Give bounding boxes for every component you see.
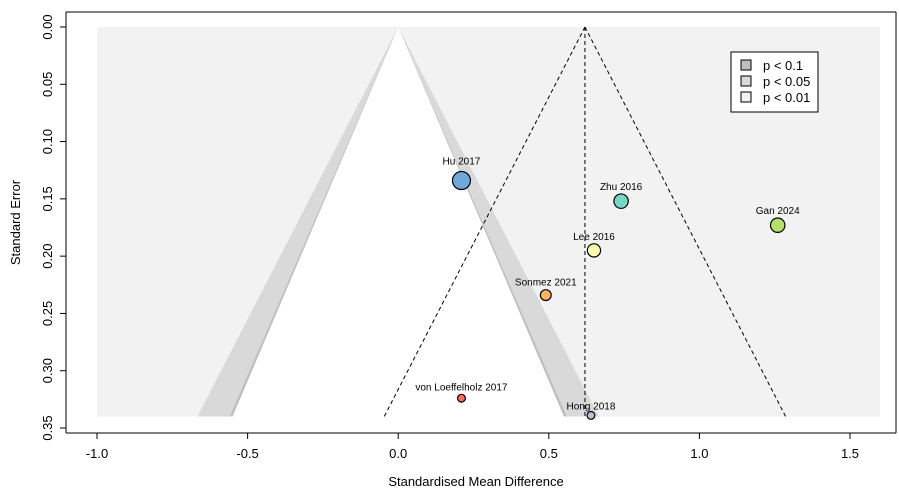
significance-contours	[197, 27, 599, 417]
y-tick-label: 0.15	[40, 186, 55, 211]
legend-label: p < 0.1	[763, 58, 803, 73]
y-tick-label: 0.10	[40, 129, 55, 154]
funnel-left-line	[383, 26, 586, 417]
legend-label: p < 0.01	[763, 90, 810, 105]
study-label: Hu 2017	[443, 157, 481, 168]
y-tick-label: 0.25	[40, 301, 55, 326]
x-tick-label: 1.0	[690, 446, 708, 461]
legend: p < 0.1p < 0.05p < 0.01	[730, 51, 819, 113]
study-point	[586, 243, 602, 258]
legend-swatch	[740, 75, 752, 87]
study-label: Lee 2016	[573, 232, 615, 243]
y-tick-label: 0.35	[40, 415, 55, 440]
legend-label: p < 0.05	[763, 74, 810, 89]
x-axis-label: Standardised Mean Difference	[388, 474, 563, 488]
contour-region-nonsignificant	[232, 27, 564, 417]
study-point	[613, 193, 629, 209]
study-label: von Loeffelholz 2017	[415, 382, 508, 393]
y-tick-label: 0.20	[40, 243, 55, 268]
x-tick-label: -1.0	[86, 446, 108, 461]
funnel-right-line	[584, 26, 787, 417]
study-label: Zhu 2016	[600, 182, 643, 193]
study-label: Sonmez 2021	[515, 278, 577, 289]
study-points: Hu 2017 Zhu 2016 Gan 2024 Lee 2016 Sonmez 20…	[415, 157, 800, 420]
y-axis-label: Standard Error	[8, 179, 23, 265]
study-point	[539, 289, 552, 302]
axes: -1.0 -0.5 0.0 0.5 1.0 1.5 0.00 0.05 0.10 0.15 0.20…	[40, 11, 897, 461]
funnel-lines	[383, 26, 787, 417]
y-tick-label: 0.00	[40, 14, 55, 39]
x-tick-label: 1.5	[841, 446, 859, 461]
study-point	[451, 170, 472, 191]
legend-swatch	[740, 59, 752, 71]
x-tick-label: -0.5	[236, 446, 258, 461]
study-point	[586, 410, 596, 420]
study-label: Gan 2024	[756, 206, 800, 217]
study-point	[456, 393, 466, 403]
legend-swatch	[740, 91, 752, 103]
y-tick-label: 0.05	[40, 72, 55, 97]
y-tick-label: 0.30	[40, 358, 55, 383]
x-tick-label: 0.5	[540, 446, 558, 461]
study-label: Hong 2018	[566, 401, 615, 412]
study-point	[769, 217, 786, 234]
x-tick-label: 0.0	[389, 446, 407, 461]
